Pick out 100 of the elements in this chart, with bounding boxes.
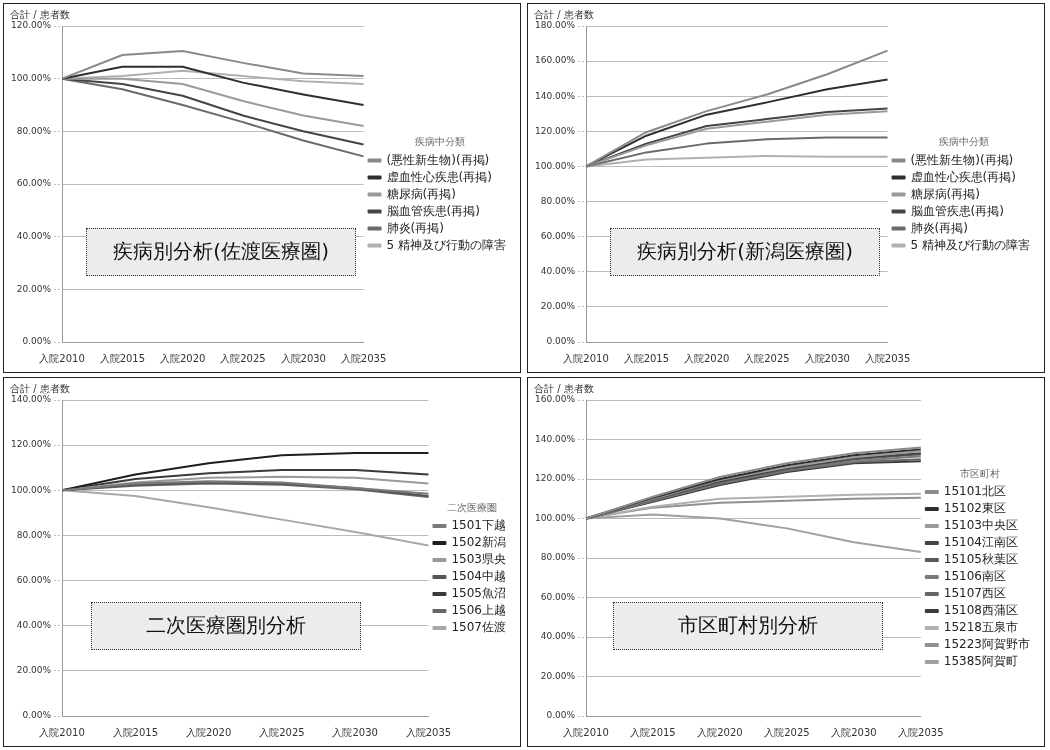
legend-label: 1501下越 [451, 518, 507, 533]
x-tick-label: 入院2015 [99, 352, 146, 364]
y-tick-label: 100.00% [535, 160, 576, 171]
x-tick-label: 入院2035 [864, 352, 911, 364]
x-tick-label: 入院2010 [563, 352, 609, 364]
x-tick-label: 入院2010 [39, 352, 85, 364]
legend-label: 15223阿賀野市 [943, 637, 1031, 652]
x-tick-label: 入院2030 [804, 352, 850, 364]
x-tick-label: 入院2010 [39, 726, 85, 738]
legend-label: 15106南区 [943, 569, 1007, 584]
title-box: 二次医療圏別分析 [91, 602, 362, 650]
x-tick-label: 入院2015 [630, 726, 676, 738]
legend-label: 15103中央区 [943, 518, 1019, 533]
x-tick-label: 入院2025 [764, 726, 810, 738]
y-tick-label: 40.00% [540, 631, 576, 642]
x-tick-label: 入院2030 [332, 726, 378, 738]
legend-label: 1505魚沼 [451, 586, 507, 601]
legend-label: 虚血性心疾患(再掲) [386, 169, 492, 184]
x-tick-label: 入院2020 [185, 726, 232, 738]
legend-label: 虚血性心疾患(再掲) [910, 169, 1016, 184]
legend-label: 15107西区 [943, 586, 1007, 601]
legend-label: 15105秋葉区 [943, 552, 1019, 567]
x-tick-label: 入院2010 [563, 726, 609, 738]
x-tick-label: 入院2025 [259, 726, 305, 738]
legend-label: 15218五泉市 [943, 620, 1019, 635]
y-tick-label: 120.00% [535, 125, 576, 136]
y-tick-label: 120.00% [11, 20, 52, 31]
y-tick-label: 160.00% [535, 55, 576, 66]
x-tick-label: 入院2015 [623, 352, 670, 364]
title-box: 疾病別分析(佐渡医療圏) [86, 228, 357, 276]
y-tick-label: 0.00% [22, 710, 52, 721]
x-tick-label: 入院2020 [697, 726, 743, 738]
y-tick-label: 40.00% [540, 266, 576, 277]
y-tick-label: 40.00% [16, 231, 52, 242]
legend-label: 糖尿病(再掲) [910, 186, 980, 201]
legend-label: 1506上越 [451, 603, 507, 618]
y-tick-label: 20.00% [16, 665, 52, 676]
legend-label: 1502新潟 [451, 535, 507, 550]
y-axis-title: 合計 / 患者数 [10, 382, 70, 394]
y-tick-label: 140.00% [535, 90, 576, 101]
legend-label: 15385阿賀町 [943, 654, 1019, 669]
legend-label: 5 精神及び行動の障害 [910, 237, 1030, 252]
y-tick-label: 120.00% [535, 473, 576, 484]
y-tick-label: 80.00% [540, 195, 576, 206]
y-tick-label: 160.00% [535, 394, 576, 405]
title-box: 市区町村別分析 [612, 602, 883, 650]
y-tick-label: 100.00% [11, 73, 52, 84]
x-tick-label: 入院2025 [220, 352, 266, 364]
y-tick-label: 60.00% [540, 591, 576, 602]
x-tick-label: 入院2030 [831, 726, 877, 738]
x-tick-label: 入院2015 [112, 726, 159, 738]
legend-label: (悪性新生物)(再掲) [386, 152, 490, 167]
y-tick-label: 80.00% [16, 529, 52, 540]
x-tick-label: 入院2020 [683, 352, 730, 364]
x-tick-label: 入院2030 [280, 352, 326, 364]
y-axis-title: 合計 / 患者数 [10, 8, 70, 20]
x-tick-label: 入院2035 [898, 726, 944, 738]
y-axis-title: 合計 / 患者数 [534, 382, 594, 394]
y-tick-label: 20.00% [540, 670, 576, 681]
legend-label: 15108西蒲区 [943, 603, 1019, 618]
y-tick-label: 0.00% [22, 336, 52, 347]
legend-label: (悪性新生物)(再掲) [910, 152, 1014, 167]
x-tick-label: 入院2020 [159, 352, 206, 364]
legend-label: 5 精神及び行動の障害 [386, 237, 506, 252]
y-tick-label: 120.00% [11, 439, 52, 450]
y-tick-label: 20.00% [16, 283, 52, 294]
y-tick-label: 100.00% [11, 484, 52, 495]
x-tick-label: 入院2035 [405, 726, 452, 738]
y-tick-label: 40.00% [16, 620, 52, 631]
y-tick-label: 0.00% [546, 710, 576, 721]
legend-title: 疾病中分類 [938, 136, 989, 148]
legend-label: 1504中越 [451, 569, 507, 584]
legend-label: 15104江南区 [943, 535, 1019, 550]
y-tick-label: 60.00% [16, 574, 52, 585]
legend-label: 1503県央 [451, 552, 507, 567]
legend-label: 1507佐渡 [451, 620, 507, 635]
y-axis-title: 合計 / 患者数 [534, 8, 594, 20]
legend-label: 脳血管疾患(再掲) [386, 203, 480, 218]
legend-title: 疾病中分類 [414, 136, 465, 148]
x-tick-label: 入院2025 [744, 352, 790, 364]
y-tick-label: 60.00% [540, 231, 576, 242]
y-tick-label: 20.00% [540, 301, 576, 312]
y-tick-label: 60.00% [16, 178, 52, 189]
y-tick-label: 80.00% [540, 552, 576, 563]
legend-label: 糖尿病(再掲) [386, 186, 456, 201]
y-tick-label: 100.00% [535, 512, 576, 523]
title-box: 疾病別分析(新潟医療圏) [610, 228, 881, 276]
y-tick-label: 80.00% [16, 125, 52, 136]
legend-label: 肺炎(再掲) [910, 220, 968, 235]
x-tick-label: 入院2035 [340, 352, 387, 364]
y-tick-label: 140.00% [11, 394, 52, 405]
legend-label: 15101北区 [943, 484, 1007, 499]
legend-title: 市区町村 [960, 467, 1001, 479]
legend-title: 二次医療圏 [447, 501, 498, 513]
y-tick-label: 0.00% [546, 336, 576, 347]
legend-label: 肺炎(再掲) [386, 220, 444, 235]
y-tick-label: 180.00% [535, 20, 576, 31]
legend-label: 脳血管疾患(再掲) [910, 203, 1004, 218]
y-tick-label: 140.00% [535, 433, 576, 444]
legend-label: 15102東区 [943, 501, 1007, 516]
